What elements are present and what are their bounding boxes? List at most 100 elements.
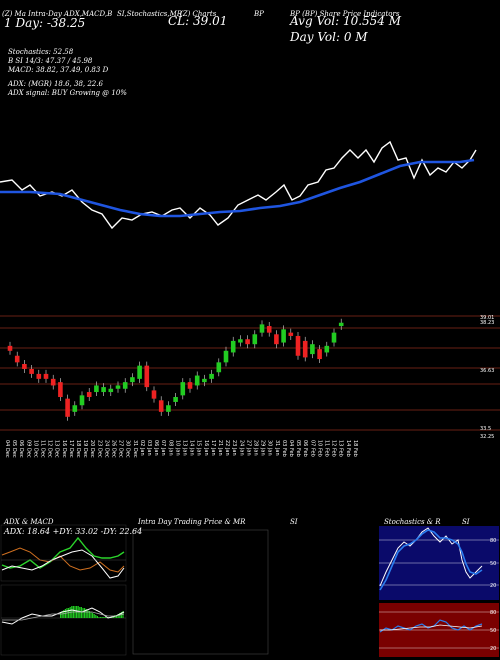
date-label: 06 Dec [18,440,24,458]
candle-body [151,390,157,399]
candle-body [274,334,279,345]
date-label: 10 Feb [316,440,322,457]
macd-hist-bar [92,613,94,618]
candle-body [158,400,164,412]
candle-body [302,340,308,358]
candle-body [252,334,258,345]
header-title-1: (Z) Ma Intra-Day ADX,MACD,B [2,10,113,18]
macd-hist-bar [82,608,84,618]
date-label: 13 Feb [338,440,344,457]
candle-body [331,332,337,343]
stochastics-title: Stochastics & R [384,518,441,526]
date-label: 12 Dec [47,440,53,458]
price-axis-label: 36.63 [480,368,494,374]
candle-body [295,335,301,356]
date-label: 28 Jan [253,440,259,456]
candle-body [137,365,142,379]
candle-body [310,344,315,355]
candle-body [122,382,128,389]
date-label: 05 Feb [295,440,301,457]
candle-body [288,332,294,336]
price-axis-top: 39.01 [480,315,494,321]
macd-hist-bar [104,617,106,618]
date-label: 13 Dec [54,440,60,458]
date-label: 24 Dec [103,440,109,458]
stoch-d-line [379,529,483,591]
stoch-level-label: 80 [490,538,496,544]
macd-hist-bar [79,607,81,618]
macd-hist-bar [93,614,95,618]
macd-hist-bar [119,613,121,618]
date-label: 09 Dec [25,440,31,458]
date-label: 18 Feb [352,440,358,457]
stochastics-si-title: SI [462,518,470,526]
date-label: 21 Jan [217,440,223,456]
candle-body [166,405,171,412]
header-ticker: BP [254,10,264,18]
candle-body [266,326,272,333]
candle-body [108,388,114,393]
date-label: 23 Jan [231,440,237,456]
macd-hist-bar [90,612,92,618]
macd-line [1,607,125,625]
candle-body [86,392,92,397]
si-title: SI [290,518,298,526]
candle-body [173,397,178,402]
date-label: 18 Dec [75,440,81,458]
date-label: 27 Dec [118,440,124,458]
candle-body [101,387,106,393]
price-axis-label: 38.23 [480,320,494,326]
candle-body [29,368,34,374]
date-label: 27 Jan [245,440,251,456]
date-label: 30 Jan [267,440,273,456]
intraday-title: Intra Day Trading Price & MR [138,518,246,526]
macd-hist-bar [60,612,62,618]
adx-line [1,549,125,579]
macd-signal-line [2,611,125,621]
macd-hist-bar [80,607,82,618]
date-label: 14 Feb [345,440,351,457]
macd-hist-bar [101,617,103,618]
candle-body [245,339,250,345]
candle-body [338,322,344,327]
macd-hist-bar [84,608,86,618]
date-label: 10 Dec [32,440,38,458]
candle-body [216,362,222,373]
date-label: 03 Jan [146,440,152,456]
adx-macd-title: ADX & MACD [4,518,54,526]
date-label: 30 Dec [125,440,131,458]
adx-signal-readout: ADX signal: BUY Growing @ 10% [8,89,127,97]
candle-body [22,364,27,369]
candle-body [223,350,229,363]
date-label: 06 Jan [153,440,159,456]
candle-body [317,349,322,360]
candle-body [65,398,70,417]
adx-minus-di-line [1,547,125,573]
price-line [0,140,477,230]
candle-body [58,382,63,397]
date-label: 05 Dec [11,440,17,458]
macd-hist-bar [96,616,98,618]
date-label: 14 Jan [189,440,195,456]
date-axis: 04 Dec 05 Dec 06 Dec 09 Dec 10 Dec 11 Dec 12 D… [4,440,358,458]
date-label: 04 Dec [4,440,10,458]
avg-volume: Avg Vol: 10.554 M [290,14,402,28]
date-label: 17 Dec [68,440,74,458]
price-axis-label: 32.25 [480,434,494,440]
candle-body [94,385,99,393]
rsi-signal-line [380,624,483,631]
candle-body [194,375,200,386]
macd-hist-bar [88,611,90,618]
date-label: 31 Jan [274,440,280,456]
date-label: 23 Dec [96,440,102,458]
macd-hist-bar [100,617,102,618]
date-label: 26 Dec [111,440,117,458]
date-label: 07 Jan [160,440,166,456]
date-label: 04 Feb [288,440,294,457]
day-volume: Day Vol: 0 M [290,30,368,44]
stoch-level-label: 50 [490,561,496,567]
header-title-2: SI,Stochastics,MR [117,10,183,18]
candle-body [7,345,13,351]
date-label: 24 Jan [238,440,244,456]
candle-body [202,378,207,383]
